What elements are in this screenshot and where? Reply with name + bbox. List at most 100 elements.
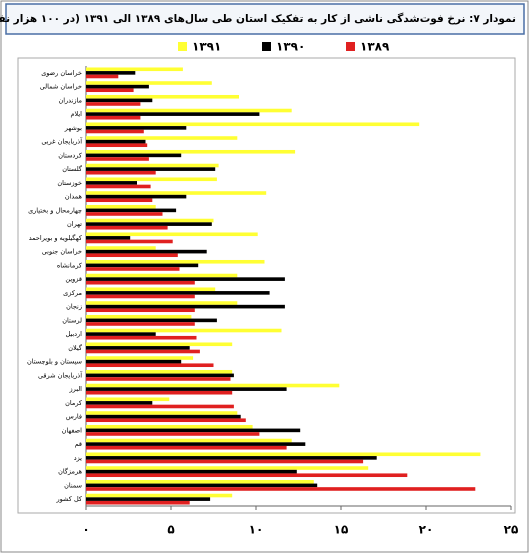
bar (86, 459, 364, 464)
bar (86, 373, 234, 378)
x-tick-label: ۲۵ (504, 523, 519, 537)
y-tick-label: آذربایجان غربی (41, 137, 83, 146)
legend-swatch (178, 42, 187, 51)
bar (86, 139, 146, 144)
bar (86, 332, 156, 336)
bar (86, 153, 182, 158)
bar (86, 390, 233, 395)
y-tick-label: مازندران (58, 96, 82, 104)
y-tick-label: زنجان (66, 303, 82, 311)
bar (86, 191, 267, 195)
title-box (5, 3, 525, 35)
bar (86, 466, 369, 470)
y-tick-label: گلستان (62, 165, 83, 173)
bar (86, 411, 238, 415)
bar (86, 428, 301, 433)
bar (86, 418, 246, 423)
bar (86, 198, 153, 203)
legend-label: ۱۳۸۹ (360, 40, 390, 54)
x-tick-label: ۱۵ (334, 523, 349, 537)
bar (86, 67, 183, 72)
bar (86, 349, 200, 354)
bar (86, 346, 190, 350)
bar (86, 308, 195, 313)
bar (86, 204, 156, 209)
bar (86, 115, 141, 120)
y-tick-label: قزوین (65, 275, 82, 283)
legend-swatch (262, 42, 271, 51)
bar (86, 479, 314, 484)
bar (86, 401, 153, 405)
bar (86, 170, 156, 175)
bar (86, 487, 476, 491)
bar (86, 163, 219, 168)
y-tick-label: البرز (69, 385, 83, 393)
bar (86, 129, 144, 134)
bar (86, 273, 238, 278)
y-tick-label: سیستان و بلوچستان (27, 358, 82, 366)
bar (86, 414, 241, 419)
bar (86, 314, 192, 319)
bar (86, 136, 238, 140)
bar (86, 94, 239, 99)
bar (86, 108, 292, 113)
bar (86, 356, 194, 360)
bar (86, 304, 285, 309)
bar (86, 143, 148, 148)
legend-label: ۱۳۹۰ (276, 40, 305, 54)
x-tick-label: ۲۰ (419, 523, 434, 537)
bar (86, 112, 260, 116)
plot-frame (17, 57, 516, 514)
bar (86, 218, 214, 223)
bar (86, 194, 187, 199)
bar (86, 212, 163, 216)
bar (86, 369, 233, 374)
bar (86, 500, 190, 505)
x-tick-label: ۱۰ (249, 523, 264, 537)
y-tick-label: تهران (67, 220, 82, 228)
bar (86, 149, 296, 154)
y-tick-label: خراسان شمالی (40, 83, 82, 91)
bar (86, 74, 119, 79)
y-tick-label: کهگیلویه و بویراحمد (29, 234, 83, 242)
bar (86, 98, 153, 103)
y-tick-label: کرمان (65, 399, 83, 407)
bar (86, 383, 340, 388)
bar (86, 81, 212, 85)
bar (86, 222, 212, 226)
bar (86, 126, 187, 130)
bar (86, 157, 149, 161)
bar (86, 287, 216, 292)
bar (86, 277, 285, 281)
chart-title: نمودار ۷: نرخ فوت‌شدگی ناشی از کار به تف… (0, 12, 516, 25)
bar (86, 438, 292, 443)
legend-swatch (346, 42, 355, 51)
y-tick-label: اصفهان (62, 426, 83, 434)
bar (86, 342, 233, 347)
bar (86, 181, 137, 185)
y-tick-label: خوزستان (57, 179, 82, 187)
y-tick-label: گیلان (68, 344, 83, 352)
bar (86, 493, 233, 498)
bar (86, 483, 318, 488)
bar (86, 424, 253, 429)
y-tick-label: کل کشور (56, 495, 83, 503)
y-tick-label: سمنان (64, 481, 82, 489)
bar (86, 328, 282, 333)
y-tick-label: یزد (74, 454, 82, 462)
bar (86, 497, 211, 501)
bar (86, 122, 420, 127)
bar (86, 452, 481, 457)
bar (86, 377, 231, 381)
bar (86, 397, 170, 402)
bar (86, 280, 195, 285)
bar (86, 263, 199, 268)
y-tick-label: آذربایجان شرقی (38, 370, 83, 379)
y-tick-label: هرمزگان (58, 468, 83, 476)
bar (86, 208, 177, 213)
bar (86, 184, 151, 189)
bar (86, 318, 217, 323)
bar (86, 71, 136, 75)
x-tick-label: ۵ (167, 523, 174, 537)
bar (86, 291, 270, 295)
